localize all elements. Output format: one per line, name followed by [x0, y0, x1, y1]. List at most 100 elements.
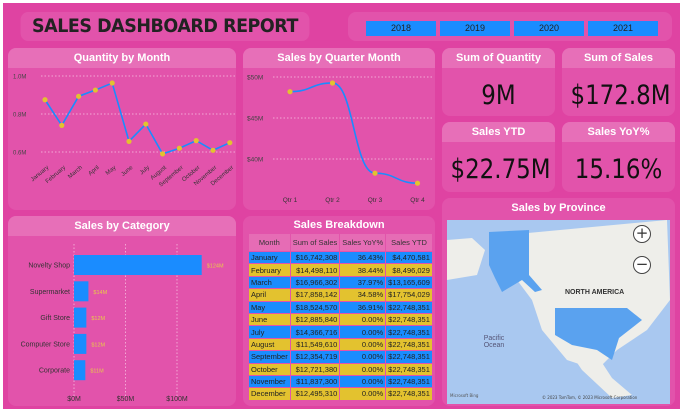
category-label: Gift Store: [40, 315, 70, 322]
column-header[interactable]: Sum of Sales: [290, 234, 340, 251]
table-cell: 0.00%: [340, 363, 386, 375]
table-row: October $12,721,380 0.00% $22,748,351: [249, 363, 432, 375]
table-cell: $12,354,719: [290, 351, 340, 363]
year-2018-button[interactable]: 2018: [366, 21, 436, 36]
page-title: SALES DASHBOARD REPORT: [20, 12, 310, 41]
table-row: May $18,524,570 36.91% $22,748,351: [249, 301, 432, 313]
table-cell: $12,721,380: [290, 363, 340, 375]
table-cell: $4,470,581: [386, 252, 432, 264]
zoom-in-button[interactable]: +: [633, 225, 651, 243]
data-point: [92, 87, 98, 93]
table-cell: 36.91%: [340, 301, 386, 313]
region-usa: [555, 308, 642, 360]
bar: [74, 255, 202, 275]
table-cell: December: [249, 388, 290, 400]
map-label: NORTH AMERICA: [565, 289, 625, 296]
map-copyright: © 2023 TomTom, © 2023 Microsoft Corporat…: [542, 395, 638, 400]
data-point: [210, 147, 216, 153]
bar: [74, 281, 89, 302]
y-tick-label: 0.6M: [13, 151, 26, 157]
x-tick-label: March: [67, 165, 84, 180]
category-label: Computer Store: [21, 341, 71, 348]
category-label: Supermarket: [30, 289, 70, 296]
kpi-sales-ytd: Sales YTD $22.75M: [442, 122, 555, 192]
data-point: [126, 138, 132, 144]
x-tick-label: Qtr 1: [283, 197, 298, 204]
table-cell: $22,748,351: [386, 363, 432, 375]
year-2020-button[interactable]: 2020: [514, 21, 584, 36]
table-cell: $16,742,308: [290, 252, 340, 264]
table-cell: $22,748,351: [386, 388, 432, 400]
kpi-sum-sales: Sum of Sales $172.8M: [562, 48, 675, 116]
bar: [74, 307, 87, 328]
table-cell: $11,837,300: [290, 375, 340, 388]
map-shapes: [447, 220, 670, 398]
kpi-label: Sales YoY%: [562, 122, 675, 142]
table-cell: $16,966,302: [290, 276, 340, 289]
quantity-by-month-panel: Quantity by Month 0.6M 0.8M 1.0M January Feb…: [8, 48, 236, 210]
sales-breakdown-table: Month Sum of Sales Sales YoY% Sales YTD Jan…: [248, 233, 433, 401]
table-cell: February: [249, 264, 290, 276]
x-tick-label: $50M: [117, 396, 135, 403]
data-point: [160, 151, 166, 157]
kpi-label: Sum of Sales: [562, 48, 675, 68]
data-label: $11M: [90, 369, 104, 375]
table-cell: June: [249, 313, 290, 326]
panel-title: Sales by Province: [511, 202, 606, 214]
year-2019-button[interactable]: 2019: [440, 21, 510, 36]
table-row: July $14,366,716 0.00% $22,748,351: [249, 326, 432, 338]
kpi-value: $172.8M: [570, 80, 671, 111]
table-row: September $12,354,719 0.00% $22,748,351: [249, 351, 432, 363]
kpi-sales-yoy: Sales YoY% 15.16%: [562, 122, 675, 192]
table-cell: $22,748,351: [386, 338, 432, 351]
table-row: February $14,498,110 38.44% $8,496,029: [249, 264, 432, 276]
zoom-out-button[interactable]: −: [633, 256, 651, 274]
data-label: $124M: [207, 264, 224, 270]
series-line: [44, 81, 231, 155]
land-canada: [507, 220, 670, 370]
quarter-line-chart: $40M $45M $50M Qtr 1 Qtr 2 Qtr 3 Qtr 4: [247, 75, 433, 204]
x-tick-label: Qtr 3: [368, 197, 383, 204]
y-tick-label: $40M: [247, 157, 263, 164]
panel-title: Quantity by Month: [8, 48, 236, 68]
category-label: Novelty Shop: [28, 263, 70, 270]
table-cell: $18,524,570: [290, 301, 340, 313]
year-2021-button[interactable]: 2021: [588, 21, 658, 36]
bar: [74, 360, 86, 381]
series-line: [289, 82, 418, 184]
table-row: April $17,858,142 34.58% $17,754,029: [249, 289, 432, 301]
table-cell: April: [249, 289, 290, 301]
kpi-label: Sales YTD: [442, 122, 555, 142]
table-cell: $22,748,351: [386, 375, 432, 388]
table-cell: 0.00%: [340, 338, 386, 351]
table-cell: $22,748,351: [386, 301, 432, 313]
table-row: December $12,495,310 0.00% $22,748,351: [249, 388, 432, 400]
table-cell: 0.00%: [340, 351, 386, 363]
panel-title: Sales by Category: [8, 216, 236, 236]
table-cell: 34.58%: [340, 289, 386, 301]
table-cell: July: [249, 326, 290, 338]
table-cell: $22,748,351: [386, 351, 432, 363]
map[interactable]: NORTH AMERICA Pacific Ocean Microsoft Bi…: [447, 220, 670, 404]
table-cell: $11,549,610: [290, 338, 340, 351]
land-asia: [447, 238, 485, 280]
data-point: [372, 170, 378, 176]
data-label: $14M: [93, 290, 107, 296]
column-header[interactable]: Sales YTD: [386, 234, 432, 251]
table-cell: $17,754,029: [386, 289, 432, 301]
data-point: [143, 121, 149, 127]
table-cell: 38.44%: [340, 264, 386, 276]
table-cell: $17,858,142: [290, 289, 340, 301]
kpi-value: 15.16%: [574, 154, 663, 185]
column-header[interactable]: Month: [249, 234, 290, 251]
table-cell: May: [249, 301, 290, 313]
panel-title: Sales Breakdown: [293, 219, 385, 231]
data-point: [109, 80, 115, 86]
column-header[interactable]: Sales YoY%: [340, 234, 386, 251]
table-cell: August: [249, 338, 290, 351]
category-bar-chart: $0M $50M $100M Novelty Shop $124M Supermarket…: [21, 244, 224, 403]
table-cell: October: [249, 363, 290, 375]
table-cell: September: [249, 351, 290, 363]
ocean-label: Pacific Ocean: [483, 335, 505, 349]
